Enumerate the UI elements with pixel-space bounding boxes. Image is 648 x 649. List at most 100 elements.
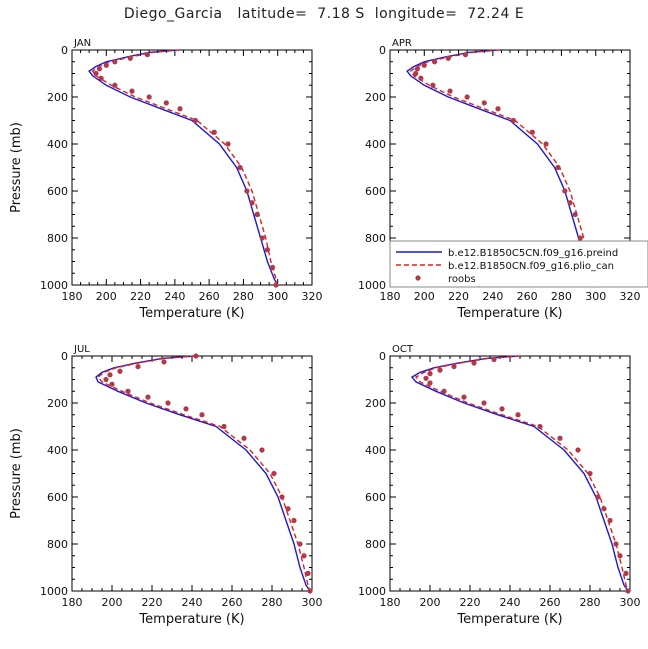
x-tick-label: 300 xyxy=(585,290,606,303)
x-tick-label: 240 xyxy=(482,290,503,303)
roobs-point xyxy=(112,59,118,65)
roobs-point xyxy=(557,435,563,441)
series-line-preind xyxy=(95,355,311,592)
x-tick-label: 280 xyxy=(580,596,601,609)
roobs-point xyxy=(163,100,169,106)
y-tick-label: 800 xyxy=(47,538,68,551)
roobs-point xyxy=(595,494,601,500)
legend-label: b.e12.B1850C5CN.f09_g16.preind xyxy=(448,248,618,259)
y-tick-label: 600 xyxy=(47,185,68,198)
roobs-point xyxy=(161,359,167,365)
x-tick-label: 220 xyxy=(460,596,481,609)
roobs-point xyxy=(144,52,151,58)
roobs-point xyxy=(146,94,152,100)
y-tick-label: 800 xyxy=(365,232,386,245)
roobs-point xyxy=(418,75,424,81)
y-tick-label: 400 xyxy=(47,138,68,151)
roobs-point xyxy=(414,66,421,72)
series-line-plio-can xyxy=(91,49,279,286)
roobs-point xyxy=(279,494,285,500)
roobs-point xyxy=(117,368,123,374)
roobs-point xyxy=(273,282,279,288)
roobs-point xyxy=(562,188,568,194)
roobs-point xyxy=(103,376,109,383)
x-tick-label: 200 xyxy=(102,596,123,609)
roobs-point xyxy=(543,141,549,147)
x-tick-label: 260 xyxy=(199,290,220,303)
roobs-point xyxy=(183,406,189,412)
legend-label: b.e12.B1850CN.f09_g16.plio_can xyxy=(448,261,614,272)
roobs-point xyxy=(221,423,227,430)
roobs-point xyxy=(237,164,243,171)
x-axis-label: Temperature (K) xyxy=(456,612,562,627)
roobs-point xyxy=(537,423,543,430)
x-tick-label: 200 xyxy=(414,290,435,303)
roobs-point xyxy=(481,100,487,106)
roobs-point xyxy=(112,82,118,88)
roobs-point xyxy=(305,570,311,576)
roobs-point xyxy=(601,506,607,512)
roobs-point xyxy=(109,381,115,387)
plot-frame xyxy=(389,355,631,592)
x-tick-label: 320 xyxy=(302,290,323,303)
plot-frame xyxy=(71,49,313,286)
x-tick-label: 300 xyxy=(267,290,288,303)
roobs-point xyxy=(431,59,438,65)
roobs-point xyxy=(254,211,260,218)
roobs-point xyxy=(413,70,419,77)
x-tick-label: 260 xyxy=(517,290,538,303)
x-tick-label: 320 xyxy=(620,290,641,303)
y-tick-label: 0 xyxy=(61,350,68,363)
x-tick-label: 180 xyxy=(380,596,401,609)
y-tick-label: 800 xyxy=(47,232,68,245)
roobs-point xyxy=(259,235,265,241)
x-tick-label: 280 xyxy=(262,596,283,609)
roobs-point xyxy=(427,371,433,377)
x-tick-label: 180 xyxy=(62,596,83,609)
y-tick-label: 200 xyxy=(47,397,68,410)
roobs-point xyxy=(165,400,171,406)
roobs-point xyxy=(430,82,436,88)
y-tick-label: 200 xyxy=(47,91,68,104)
y-axis-label: Pressure (mb) xyxy=(9,428,24,519)
roobs-point xyxy=(241,435,247,441)
roobs-point xyxy=(461,394,467,400)
y-tick-label: 600 xyxy=(47,491,68,504)
roobs-point xyxy=(499,406,505,412)
roobs-point xyxy=(211,129,217,135)
roobs-point xyxy=(510,117,517,124)
y-tick-label: 800 xyxy=(365,538,386,551)
x-tick-label: 280 xyxy=(551,290,572,303)
roobs-point xyxy=(623,570,629,576)
x-tick-label: 240 xyxy=(500,596,521,609)
panel-oct: OCT 180 200 220 240 260 280 300 0 200 400 600 800 100… xyxy=(358,344,641,627)
y-tick-label: 600 xyxy=(365,185,386,198)
x-axis-label: Temperature (K) xyxy=(138,612,244,627)
x-tick-label: 180 xyxy=(62,290,83,303)
roobs-point xyxy=(285,506,291,512)
roobs-point xyxy=(271,470,277,477)
roobs-point xyxy=(192,117,199,124)
roobs-point xyxy=(462,52,469,58)
roobs-point xyxy=(291,517,297,524)
y-tick-label: 0 xyxy=(379,44,386,57)
roobs-point xyxy=(199,412,205,418)
panel-label: APR xyxy=(392,38,412,49)
x-tick-label: 220 xyxy=(448,290,469,303)
y-tick-label: 1000 xyxy=(358,279,386,292)
roobs-point xyxy=(127,55,133,61)
roobs-point xyxy=(491,356,497,363)
roobs-point xyxy=(98,75,104,81)
roobs-point xyxy=(587,470,593,477)
y-tick-label: 200 xyxy=(365,397,386,410)
x-axis-label: Temperature (K) xyxy=(138,306,244,321)
roobs-point xyxy=(495,106,501,112)
roobs-point xyxy=(464,94,470,100)
legend-label: roobs xyxy=(448,274,476,285)
roobs-point xyxy=(193,353,199,359)
roobs-point xyxy=(244,188,250,194)
roobs-point xyxy=(307,588,313,594)
y-tick-label: 0 xyxy=(379,350,386,363)
roobs-point xyxy=(451,363,457,370)
